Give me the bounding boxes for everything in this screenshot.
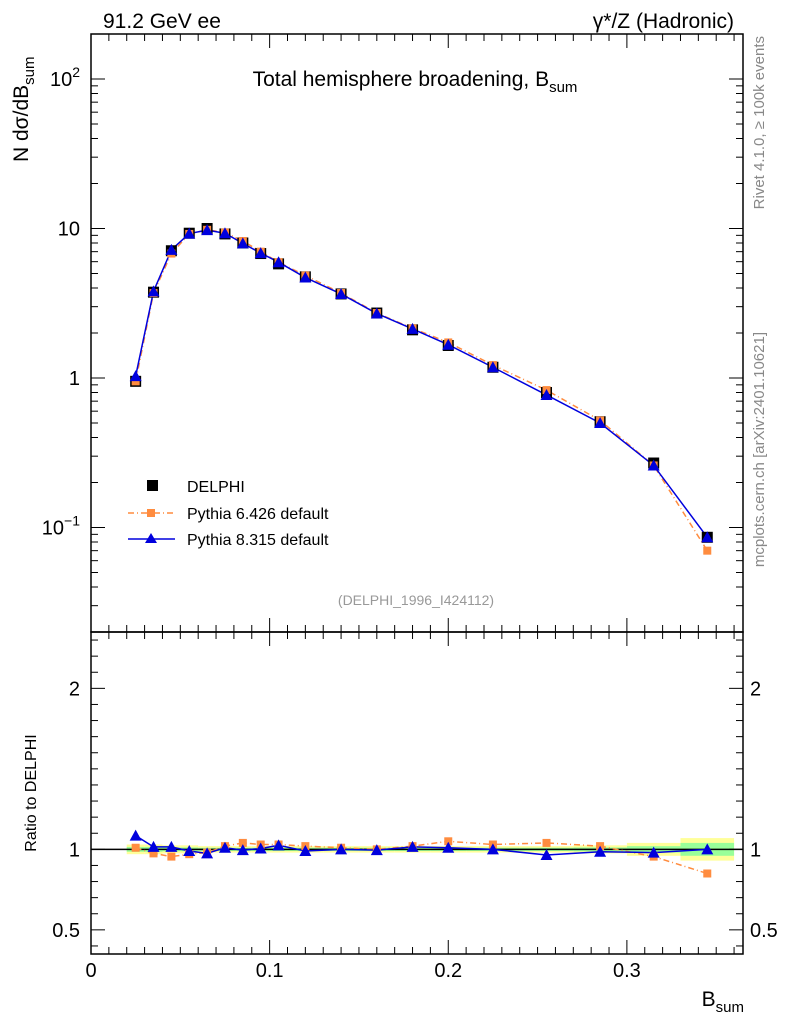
legend-marker-delphi — [147, 480, 158, 491]
ratio-panel: 0 0.1 0.2 0.3 0.5 0.5 1 1 2 2 Ratio to DELPHI Bsu… — [23, 631, 778, 1016]
data-point-pythia8 — [701, 531, 714, 543]
ratio-y-tick-label-right: 1 — [750, 839, 761, 861]
ratio-y-tick-label: 0.5 — [52, 920, 80, 942]
ratio-point-pythia8 — [129, 829, 142, 841]
ratio-frame — [90, 631, 744, 955]
ratio-point-pythia6 — [703, 869, 712, 878]
ratio-point-pythia6 — [542, 838, 551, 847]
ratio-point-pythia8 — [165, 840, 178, 852]
series-pythia6-line — [134, 229, 708, 552]
data-point-pythia8 — [442, 338, 455, 350]
main-series — [129, 223, 714, 555]
legend-marker-pythia6 — [147, 509, 155, 517]
x-tick-label: 0.1 — [256, 960, 284, 982]
ratio-point-pythia8 — [540, 848, 553, 860]
x-tick-label: 0.3 — [613, 960, 641, 982]
ratio-point-pythia8 — [272, 839, 285, 851]
ratio-point-pythia8 — [254, 842, 267, 854]
ratio-series — [129, 829, 714, 878]
main-axis-ticks: 102 10 1 10−1 — [42, 33, 743, 633]
ratio-point-pythia8 — [701, 843, 714, 855]
data-point-pythia6 — [131, 377, 140, 386]
ratio-point-pythia6 — [444, 837, 453, 846]
ratio-y-tick-label-right: 0.5 — [750, 920, 778, 942]
ratio-point-pythia8 — [594, 845, 607, 857]
x-tick-label: 0 — [85, 960, 96, 982]
data-point-pythia8 — [272, 256, 285, 268]
legend-label-delphi: DELPHI — [187, 479, 245, 496]
legend: DELPHI Pythia 6.426 default Pythia 8.315… — [128, 479, 329, 549]
data-point-pythia8 — [147, 285, 160, 297]
data-point-pythia8 — [218, 227, 231, 239]
data-point-pythia8 — [406, 322, 419, 334]
data-point-pythia8 — [129, 370, 142, 382]
ratio-point-pythia8 — [486, 843, 499, 855]
ratio-point-pythia8 — [647, 846, 660, 858]
x-axis-label: Bsum — [702, 988, 744, 1016]
data-point-pythia8 — [594, 417, 607, 429]
ratio-point-pythia8 — [236, 844, 249, 856]
data-point-pythia8 — [540, 388, 553, 400]
ratio-point-pythia6 — [149, 849, 158, 858]
main-panel: 102 10 1 10−1 Total hemisphere broadening, … — [10, 33, 744, 633]
y-tick-label: 10 — [58, 219, 80, 241]
y-tick-label: 102 — [50, 64, 80, 91]
data-point-pythia8 — [254, 247, 267, 259]
ratio-y-tick-label: 2 — [69, 678, 80, 700]
analysis-id: (DELPHI_1996_I424112) — [338, 592, 494, 608]
legend-label-pythia8: Pythia 8.315 default — [187, 532, 329, 549]
ratio-point-pythia8 — [335, 843, 348, 855]
legend-marker-pythia8 — [145, 533, 157, 543]
main-y-label: N dσ/dBsum — [10, 56, 38, 162]
data-point-pythia6 — [703, 546, 712, 555]
data-point-pythia8 — [201, 224, 214, 236]
ratio-axis-ticks: 0 0.1 0.2 0.3 0.5 0.5 1 1 2 2 — [52, 632, 778, 982]
main-title: Total hemisphere broadening, Bsum — [253, 68, 578, 96]
data-point-pythia8 — [370, 307, 383, 319]
ratio-y-label: Ratio to DELPHI — [23, 734, 40, 851]
mcplots-label: mcplots.cern.ch [arXiv:2401.10621] — [751, 332, 768, 567]
data-point-pythia8 — [486, 361, 499, 373]
ratio-point-pythia8 — [370, 844, 383, 856]
ratio-point-pythia8 — [147, 840, 160, 852]
ratio-point-pythia6 — [167, 852, 176, 861]
data-point-pythia8 — [183, 227, 196, 239]
ratio-point-pythia8 — [406, 840, 419, 852]
ratio-point-pythia8 — [442, 841, 455, 853]
energy-label: 91.2 GeV ee — [103, 10, 221, 33]
data-point-pythia8 — [647, 459, 660, 471]
process-label: γ*/Z (Hadronic) — [593, 10, 734, 33]
y-tick-label: 10−1 — [42, 513, 80, 540]
ratio-point-pythia8 — [218, 841, 231, 853]
ratio-point-pythia8 — [299, 844, 312, 856]
x-tick-label: 0.2 — [434, 960, 462, 982]
data-point-pythia8 — [165, 243, 178, 255]
ratio-point-pythia8 — [201, 847, 214, 859]
ratio-y-tick-label: 1 — [69, 839, 80, 861]
data-point-pythia8 — [236, 237, 249, 249]
data-point-pythia8 — [335, 287, 348, 299]
y-tick-label: 1 — [69, 368, 80, 390]
ratio-y-tick-label-right: 2 — [750, 678, 761, 700]
ratio-point-pythia6 — [238, 838, 247, 847]
ratio-point-pythia6 — [131, 843, 140, 852]
legend-label-pythia6: Pythia 6.426 default — [187, 506, 329, 523]
ratio-point-pythia8 — [183, 844, 196, 856]
rivet-label: Rivet 4.1.0, ≥ 100k events — [751, 36, 768, 209]
data-point-pythia8 — [299, 271, 312, 283]
